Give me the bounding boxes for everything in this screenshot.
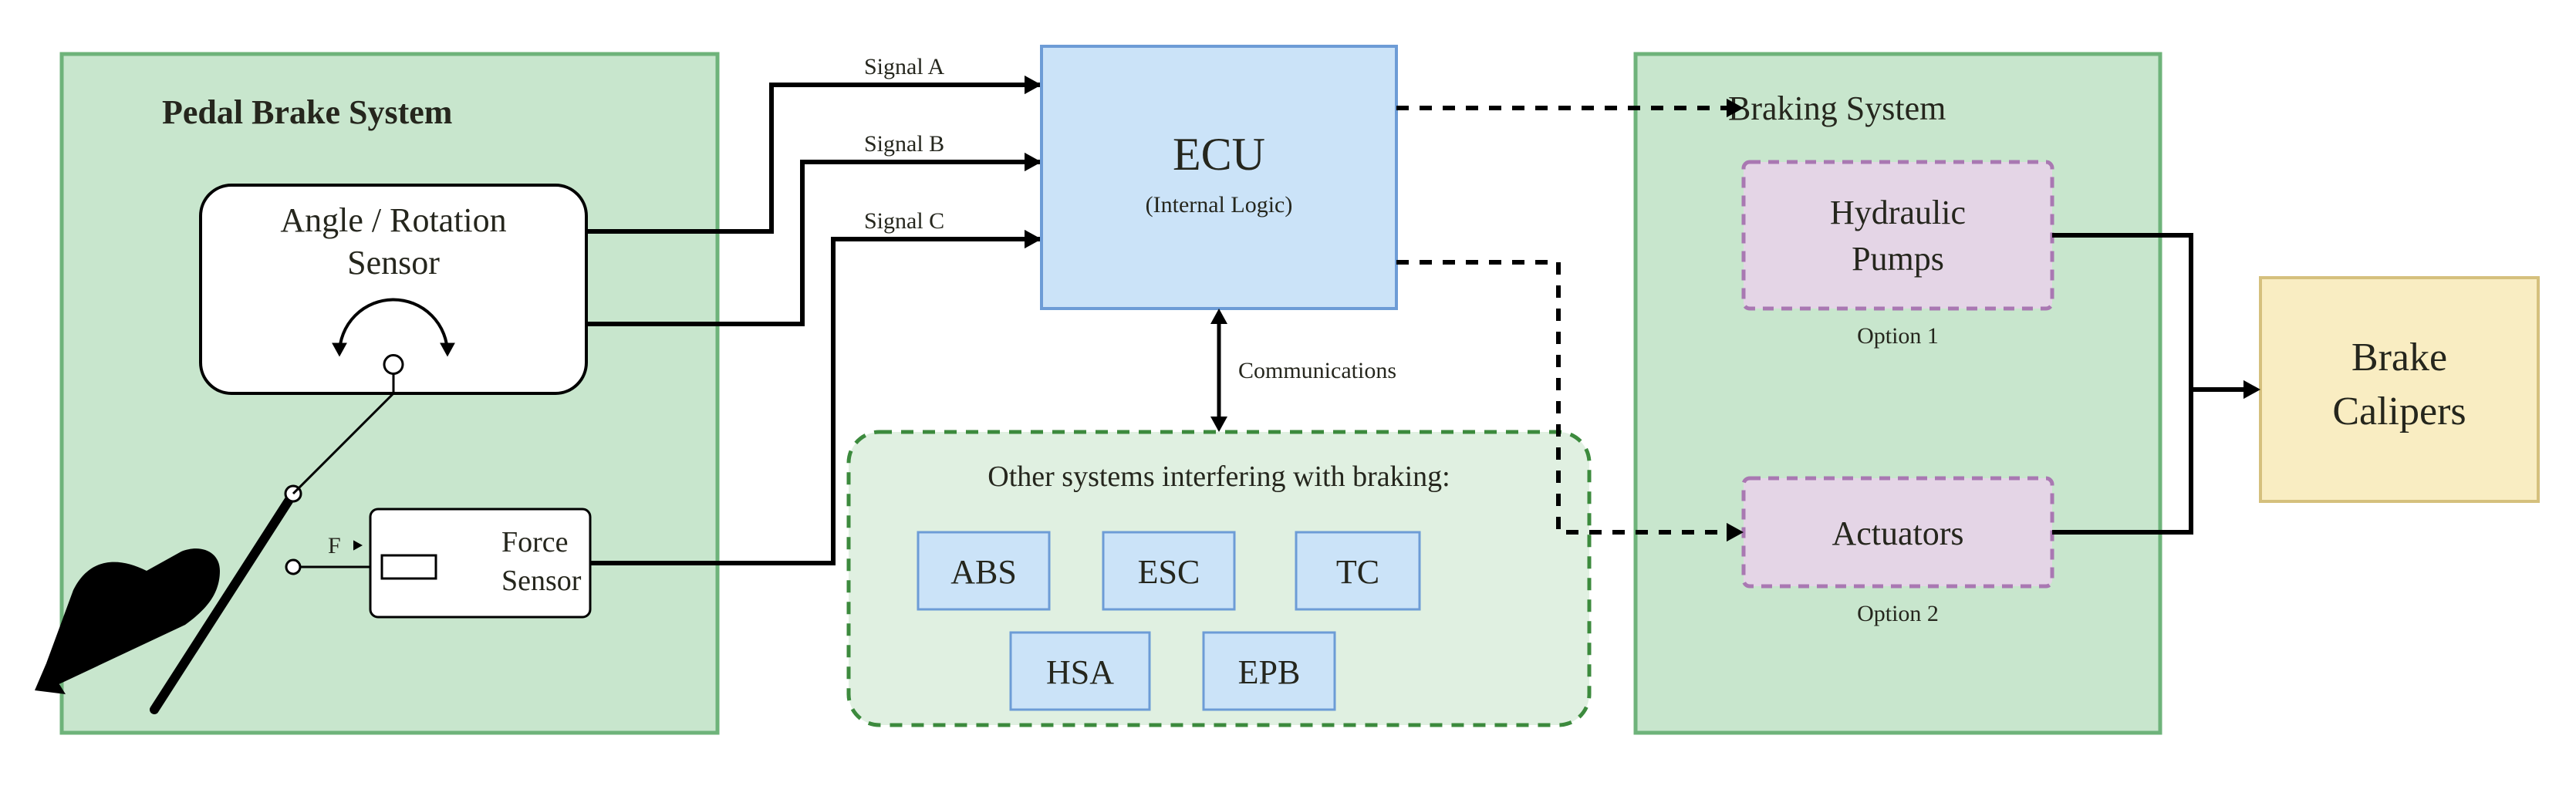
hydraulic-label-1: Hydraulic (1830, 194, 1966, 231)
signal-a-label: Signal A (864, 54, 945, 79)
angle-sensor-label-1: Angle / Rotation (280, 201, 506, 239)
option-1-label: Option 1 (1857, 323, 1939, 349)
braking-system-box (1636, 54, 2160, 733)
other-system-label-tc: TC (1336, 553, 1379, 591)
force-sensor-label-1: Force (501, 526, 569, 558)
pedal-force-joint (286, 560, 300, 574)
hydraulic-pumps-box (1744, 162, 2052, 309)
communications-label: Communications (1238, 358, 1396, 383)
force-label-f: F (328, 533, 341, 558)
other-systems-title: Other systems interfering with braking: (988, 460, 1450, 493)
force-sensor-label-2: Sensor (501, 565, 582, 597)
calipers-label-2: Calipers (2332, 390, 2466, 433)
ecu-title: ECU (1173, 129, 1265, 180)
other-system-label-esc: ESC (1138, 553, 1200, 591)
force-sensor-box (370, 509, 590, 617)
signal-b-label: Signal B (864, 131, 944, 157)
pedal-brake-system-title: Pedal Brake System (162, 93, 452, 131)
braking-system-title: Braking System (1728, 89, 1946, 127)
hydraulic-label-2: Pumps (1852, 240, 1944, 278)
other-system-label-epb: EPB (1238, 653, 1301, 691)
actuators-label: Actuators (1832, 514, 1963, 552)
signal-c-label: Signal C (864, 208, 944, 234)
other-system-label-abs: ABS (950, 553, 1017, 591)
ecu-subtitle: (Internal Logic) (1146, 192, 1293, 218)
calipers-label-1: Brake (2351, 336, 2447, 380)
option-2-label: Option 2 (1857, 601, 1939, 626)
angle-sensor-label-2: Sensor (347, 244, 440, 282)
other-system-label-hsa: HSA (1046, 653, 1114, 691)
